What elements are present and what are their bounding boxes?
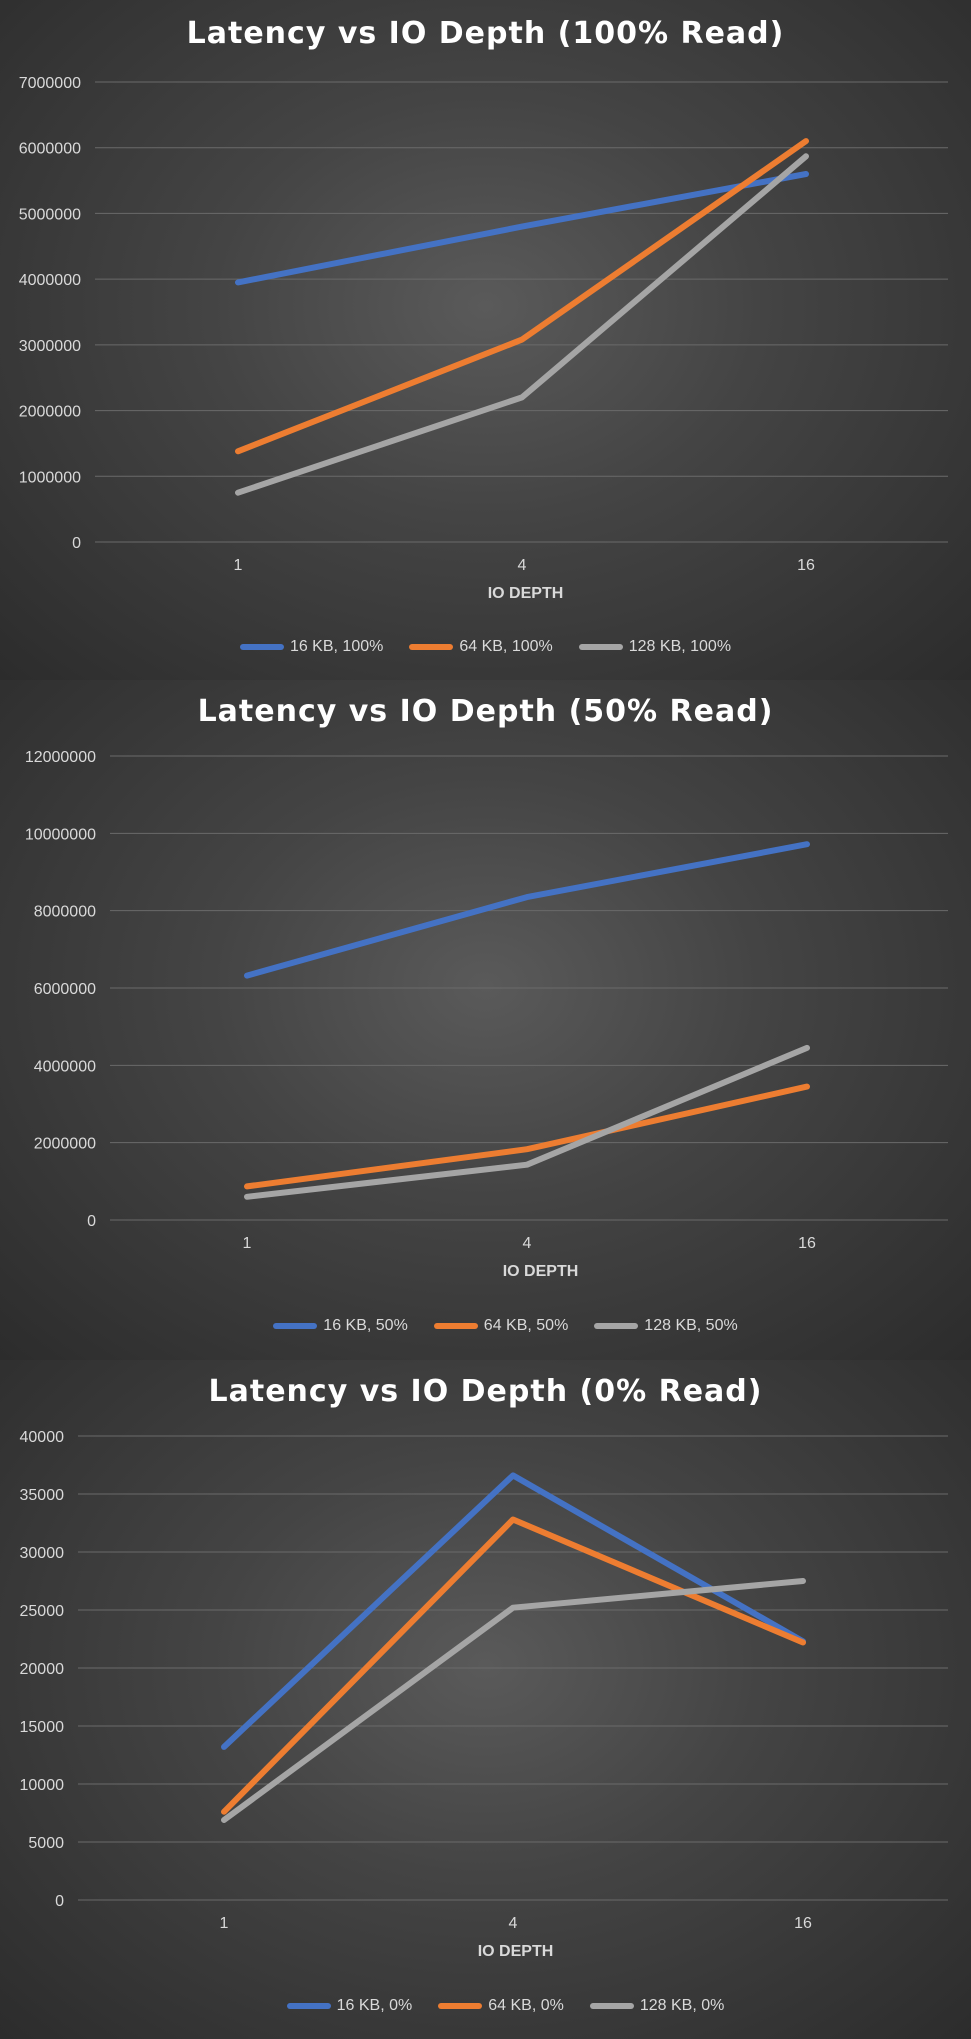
legend-swatch-gray <box>578 644 623 650</box>
y-tick-label: 0 <box>55 1893 64 1910</box>
y-tick-label: 30000 <box>20 1545 65 1562</box>
legend: 16 KB, 50% 64 KB, 50% 128 KB, 50% <box>20 1317 971 1335</box>
y-tick-label: 15000 <box>20 1719 65 1736</box>
legend-label: 64 KB, 0% <box>488 1997 564 2014</box>
chart-title: Latency vs IO Depth (0% Read) <box>208 1374 763 1409</box>
series-line-1 <box>221 1516 806 1815</box>
y-tick-label: 4000000 <box>19 272 81 289</box>
chart-svg: 0 2000000 4000000 6000000 8000000 10000000 120… <box>25 749 948 1252</box>
y-tick-label: 2000000 <box>34 1136 96 1153</box>
legend-swatch-blue <box>286 2003 331 2009</box>
y-tick-label: 3000000 <box>19 338 81 355</box>
chart-panel-100-read: 0 1000000 2000000 3000000 4000000 5000000 6000… <box>0 0 971 680</box>
series-line-0 <box>235 171 809 286</box>
legend-label: 128 KB, 0% <box>639 1997 725 2014</box>
series-line-2 <box>221 1578 806 1823</box>
y-tick-label: 10000000 <box>25 826 96 843</box>
y-tick-label: 5000 <box>28 1835 64 1852</box>
y-tick-label: 6000000 <box>34 981 96 998</box>
y-tick-label: 20000 <box>20 1661 65 1678</box>
legend-swatch-orange <box>409 644 454 650</box>
chart-svg: 0 1000000 2000000 3000000 4000000 5000000 6000… <box>19 75 948 574</box>
legend-swatch-blue <box>239 644 284 650</box>
y-tick-label: 0 <box>87 1213 96 1230</box>
legend: 16 KB, 100% 64 KB, 100% 128 KB, 100% <box>0 638 971 656</box>
chart-title: Latency vs IO Depth (50% Read) <box>197 694 774 729</box>
legend-item: 16 KB, 50% <box>273 1317 408 1335</box>
chart-panel-50-read: 0 2000000 4000000 6000000 8000000 10000000 120… <box>0 680 971 1360</box>
legend-item: 128 KB, 50% <box>594 1317 738 1335</box>
legend-swatch-gray <box>589 2003 634 2009</box>
x-axis-label: IO DEPTH <box>477 1943 554 1960</box>
series-line-1 <box>235 138 809 455</box>
x-axis-label: IO DEPTH <box>487 585 564 602</box>
x-tick-label: 16 <box>797 557 815 574</box>
legend-item: 128 KB, 0% <box>589 1997 725 2015</box>
y-tick-label: 8000000 <box>34 904 96 921</box>
x-tick-label: 4 <box>523 1235 532 1252</box>
legend-label: 16 KB, 50% <box>323 1317 408 1334</box>
y-tick-label: 25000 <box>20 1603 65 1620</box>
y-tick-label: 10000 <box>20 1777 65 1794</box>
x-tick-label: 16 <box>798 1235 816 1252</box>
legend-label: 16 KB, 0% <box>336 1997 413 2014</box>
y-tick-label: 5000000 <box>19 206 81 223</box>
legend-label: 64 KB, 100% <box>459 638 553 655</box>
y-tick-label: 0 <box>72 535 81 552</box>
legend-item: 16 KB, 100% <box>239 638 384 656</box>
series-line-1 <box>244 1083 810 1190</box>
legend-swatch-orange <box>438 2003 483 2009</box>
legend-label: 16 KB, 100% <box>289 638 384 655</box>
chart-svg: 0 5000 10000 15000 20000 25000 30000 35000 40000… <box>20 1429 948 1932</box>
y-tick-label: 12000000 <box>25 749 96 766</box>
y-tick-label: 35000 <box>20 1487 65 1504</box>
y-tick-label: 1000000 <box>19 469 81 486</box>
y-tick-label: 4000000 <box>34 1058 96 1075</box>
legend-swatch-orange <box>433 1323 478 1329</box>
y-tick-label: 6000000 <box>19 141 81 158</box>
chart-title: Latency vs IO Depth (100% Read) <box>186 16 785 51</box>
y-tick-label: 2000000 <box>19 404 81 421</box>
series-line-2 <box>244 1044 810 1200</box>
legend-label: 64 KB, 50% <box>483 1317 569 1334</box>
legend-item: 64 KB, 0% <box>438 1997 564 2015</box>
x-axis-label: IO DEPTH <box>502 1263 579 1280</box>
series-line-0 <box>221 1472 806 1750</box>
x-tick-label: 4 <box>509 1915 518 1932</box>
y-tick-label: 7000000 <box>19 75 81 92</box>
y-tick-label: 40000 <box>20 1429 65 1446</box>
x-tick-label: 1 <box>243 1235 252 1252</box>
legend-item: 128 KB, 100% <box>578 638 732 656</box>
legend-item: 64 KB, 100% <box>409 638 553 656</box>
series-line-2 <box>235 153 809 496</box>
legend-swatch-gray <box>594 1323 639 1329</box>
x-tick-label: 1 <box>220 1915 229 1932</box>
series-line-0 <box>244 841 810 979</box>
legend-item: 16 KB, 0% <box>286 1997 413 2015</box>
chart-panel-0-read: 0 5000 10000 15000 20000 25000 30000 35000 40000… <box>0 1360 971 2039</box>
x-tick-label: 4 <box>518 557 527 574</box>
legend-swatch-blue <box>273 1323 318 1329</box>
legend-label: 128 KB, 50% <box>644 1317 738 1334</box>
x-tick-label: 16 <box>794 1915 812 1932</box>
legend-label: 128 KB, 100% <box>628 638 732 655</box>
legend-item: 64 KB, 50% <box>433 1317 569 1335</box>
legend: 16 KB, 0% 64 KB, 0% 128 KB, 0% <box>20 1997 971 2015</box>
x-tick-label: 1 <box>234 557 243 574</box>
